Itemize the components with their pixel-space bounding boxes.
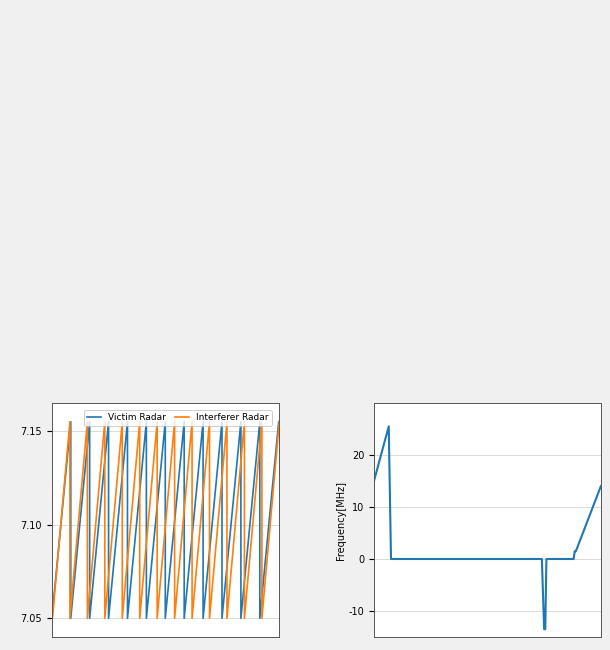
Interferer Radar (258, 614, 265, 622)
Victim Radar (237, 614, 245, 622)
Victim Radar (105, 418, 112, 426)
Victim Radar (256, 418, 264, 426)
Interferer Radar (136, 614, 143, 622)
Victim Radar (275, 418, 282, 426)
Interferer Radar (206, 614, 213, 622)
Interferer Radar (171, 614, 178, 622)
Victim Radar (162, 418, 169, 426)
Interferer Radar (118, 614, 126, 622)
Interferer Radar (66, 418, 74, 426)
Interferer Radar (66, 614, 74, 622)
Victim Radar (67, 614, 74, 622)
Victim Radar (256, 614, 264, 622)
Victim Radar (218, 418, 226, 426)
Interferer Radar (101, 418, 109, 426)
Victim Radar (199, 418, 207, 426)
Victim Radar (181, 418, 188, 426)
Interferer Radar (101, 614, 109, 622)
Victim Radar (143, 614, 150, 622)
Victim Radar (124, 418, 131, 426)
Victim Radar (162, 614, 169, 622)
Line: Interferer Radar: Interferer Radar (52, 422, 279, 618)
Interferer Radar (49, 614, 56, 622)
Interferer Radar (171, 418, 178, 426)
Victim Radar (105, 614, 112, 622)
Victim Radar (67, 418, 74, 426)
Victim Radar (124, 614, 131, 622)
Interferer Radar (241, 614, 248, 622)
Interferer Radar (118, 418, 126, 426)
Interferer Radar (223, 418, 231, 426)
Interferer Radar (258, 418, 265, 426)
Victim Radar (237, 418, 245, 426)
Y-axis label: Frequency[MHz]: Frequency[MHz] (336, 480, 346, 560)
Interferer Radar (188, 418, 196, 426)
Legend: Victim Radar, Interferer Radar: Victim Radar, Interferer Radar (84, 410, 272, 426)
Interferer Radar (206, 418, 213, 426)
Interferer Radar (241, 418, 248, 426)
Victim Radar (143, 418, 150, 426)
Interferer Radar (136, 418, 143, 426)
Line: Victim Radar: Victim Radar (52, 422, 279, 618)
Interferer Radar (84, 418, 91, 426)
Interferer Radar (154, 418, 161, 426)
Interferer Radar (276, 418, 283, 426)
Interferer Radar (188, 614, 196, 622)
Interferer Radar (84, 614, 91, 622)
Victim Radar (181, 614, 188, 622)
Interferer Radar (223, 614, 231, 622)
Victim Radar (218, 614, 226, 622)
Victim Radar (86, 418, 93, 426)
Victim Radar (199, 614, 207, 622)
Victim Radar (48, 614, 56, 622)
Interferer Radar (154, 614, 161, 622)
Victim Radar (86, 614, 93, 622)
